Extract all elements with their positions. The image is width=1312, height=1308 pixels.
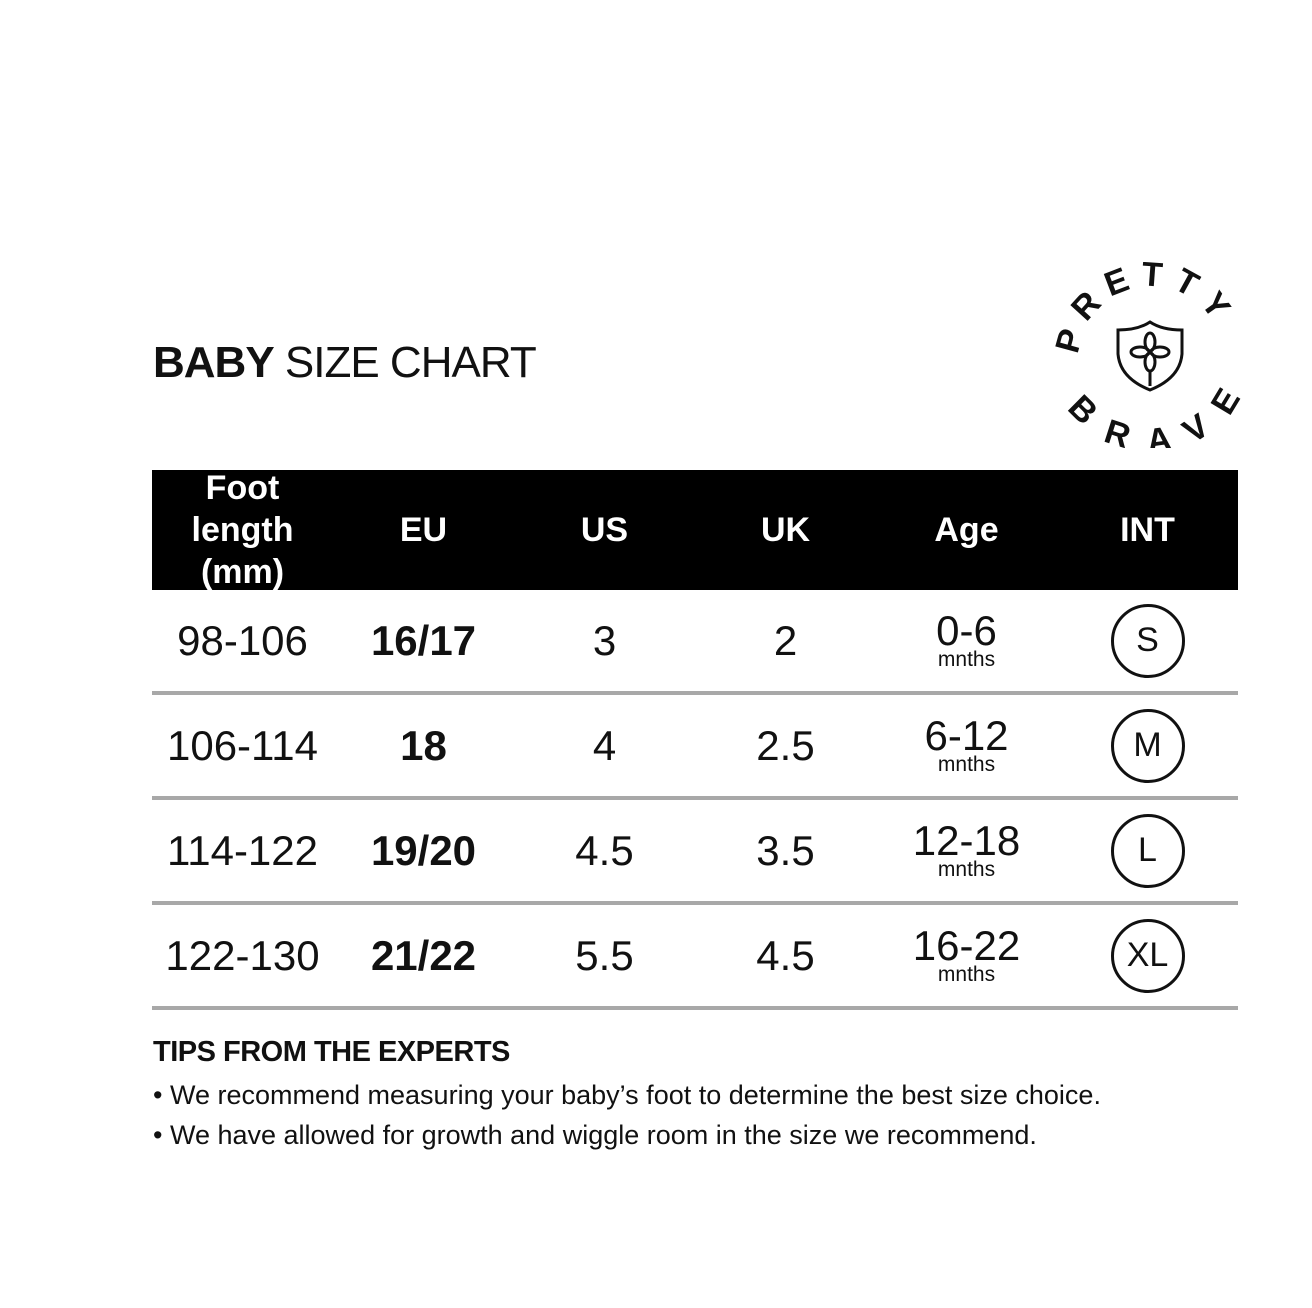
table-row: 106-114 18 4 2.5 6-12 mnths M bbox=[152, 695, 1238, 800]
header-us: US bbox=[580, 511, 629, 549]
int-size-badge: S bbox=[1110, 603, 1185, 678]
svg-text:BRAVE: BRAVE bbox=[1061, 372, 1248, 448]
cell-int: M bbox=[1057, 708, 1238, 783]
cell-foot-length: 114-122 bbox=[166, 826, 319, 874]
header-eu: EU bbox=[399, 511, 448, 549]
cell-foot-length: 98-106 bbox=[177, 616, 308, 664]
cell-uk: 2 bbox=[773, 616, 798, 664]
page-title: BABY SIZE CHART bbox=[153, 338, 537, 387]
table-row: 98-106 16/17 3 2 0-6 mnths S bbox=[152, 590, 1238, 695]
cell-us: 4.5 bbox=[575, 826, 634, 874]
tip-item: We have allowed for growth and wiggle ro… bbox=[153, 1115, 1101, 1155]
cell-uk: 2.5 bbox=[756, 721, 815, 769]
cell-int: XL bbox=[1057, 918, 1238, 993]
header-uk: UK bbox=[760, 511, 811, 549]
header-age: Age bbox=[934, 511, 999, 549]
shield-flower-icon bbox=[1116, 320, 1184, 392]
svg-text:PRETTY: PRETTY bbox=[1052, 262, 1243, 357]
int-size-badge: XL bbox=[1110, 918, 1185, 993]
cell-us: 3 bbox=[592, 616, 617, 664]
cell-us: 4 bbox=[592, 721, 617, 769]
tips-list: We recommend measuring your baby’s foot … bbox=[153, 1075, 1101, 1155]
size-chart-table: Foot length (mm) EU US UK Age INT 98-106 1… bbox=[152, 469, 1238, 1010]
cell-age: 12-18 mnths bbox=[912, 816, 1021, 881]
header-foot-length: Foot length (mm) bbox=[191, 469, 294, 591]
cell-eu: 16/17 bbox=[370, 616, 477, 664]
table-row: 122-130 21/22 5.5 4.5 16-22 mnths XL bbox=[152, 905, 1238, 1010]
tips-heading: TIPS FROM THE EXPERTS bbox=[153, 1036, 510, 1068]
pretty-brave-logo: PRETTY BRAVE bbox=[1052, 262, 1248, 448]
cell-us: 5.5 bbox=[575, 931, 634, 979]
tip-item: We recommend measuring your baby’s foot … bbox=[153, 1075, 1101, 1115]
cell-foot-length: 106-114 bbox=[166, 721, 319, 769]
header-int: INT bbox=[1120, 511, 1175, 549]
table-header: Foot length (mm) EU US UK Age INT bbox=[152, 469, 1238, 591]
cell-eu: 21/22 bbox=[370, 931, 477, 979]
cell-eu: 18 bbox=[400, 721, 447, 769]
cell-int: L bbox=[1057, 813, 1238, 888]
cell-eu: 19/20 bbox=[370, 826, 477, 874]
cell-uk: 4.5 bbox=[756, 931, 815, 979]
int-size-badge: M bbox=[1110, 708, 1185, 783]
cell-foot-length: 122-130 bbox=[165, 931, 320, 979]
tips-section: TIPS FROM THE EXPERTS We recommend measu… bbox=[153, 1036, 1101, 1155]
cell-age: 16-22 mnths bbox=[912, 921, 1021, 986]
int-size-badge: L bbox=[1110, 813, 1185, 888]
cell-age: 0-6 mnths bbox=[936, 606, 997, 671]
table-row: 114-122 19/20 4.5 3.5 12-18 mnths L bbox=[152, 800, 1238, 905]
cell-age: 6-12 mnths bbox=[924, 711, 1009, 776]
cell-uk: 3.5 bbox=[756, 826, 815, 874]
cell-int: S bbox=[1057, 603, 1238, 678]
